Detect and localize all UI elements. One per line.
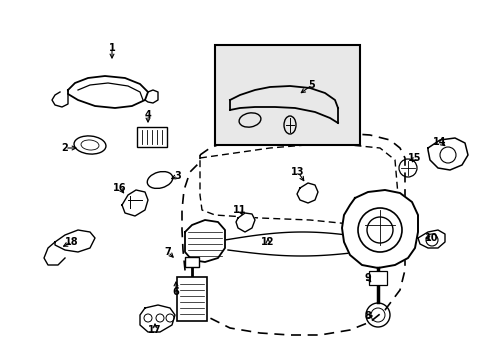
FancyBboxPatch shape — [184, 257, 199, 267]
Text: 1: 1 — [108, 43, 115, 53]
Text: 10: 10 — [425, 233, 438, 243]
Polygon shape — [341, 190, 417, 268]
Text: 12: 12 — [261, 237, 274, 247]
Text: 6: 6 — [172, 287, 179, 297]
Text: 11: 11 — [233, 205, 246, 215]
Polygon shape — [122, 190, 148, 216]
FancyBboxPatch shape — [177, 277, 206, 321]
Text: 9: 9 — [364, 273, 370, 283]
Polygon shape — [417, 230, 444, 248]
Polygon shape — [427, 138, 467, 170]
Text: 7: 7 — [164, 247, 171, 257]
Text: 18: 18 — [65, 237, 79, 247]
Polygon shape — [184, 220, 224, 262]
Text: 8: 8 — [364, 311, 371, 321]
Polygon shape — [55, 230, 95, 252]
Text: 17: 17 — [148, 325, 162, 335]
Text: 14: 14 — [432, 137, 446, 147]
Text: 3: 3 — [174, 171, 181, 181]
Polygon shape — [140, 305, 175, 332]
Text: 13: 13 — [291, 167, 304, 177]
Text: 15: 15 — [407, 153, 421, 163]
FancyBboxPatch shape — [137, 127, 167, 147]
Text: 5: 5 — [308, 80, 315, 90]
FancyBboxPatch shape — [368, 271, 386, 285]
Text: 4: 4 — [144, 110, 151, 120]
Text: 16: 16 — [113, 183, 126, 193]
FancyBboxPatch shape — [215, 45, 359, 145]
Text: 2: 2 — [61, 143, 68, 153]
Polygon shape — [296, 183, 317, 203]
Polygon shape — [236, 213, 254, 232]
